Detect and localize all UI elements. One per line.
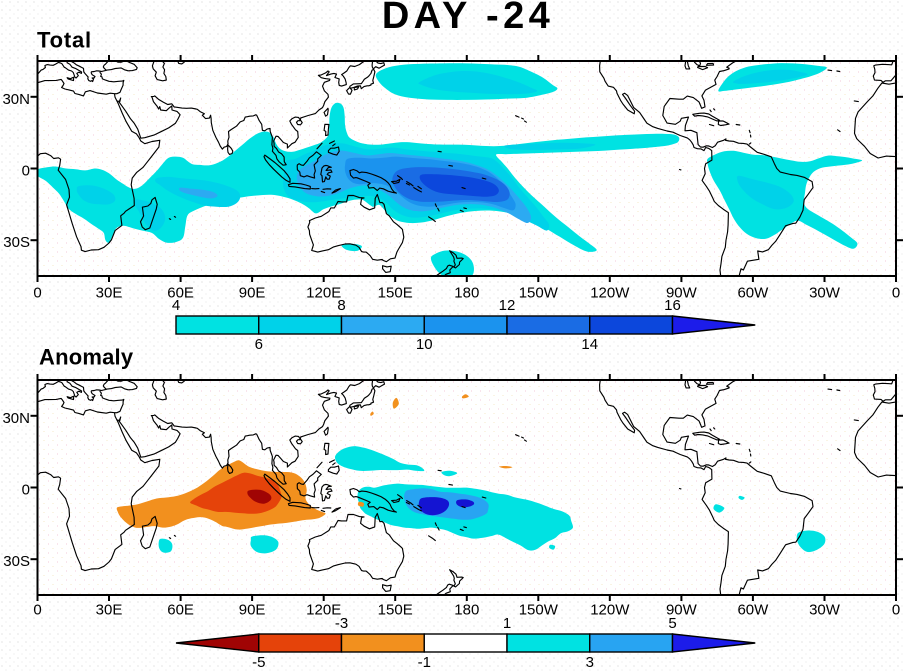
svg-text:0: 0 [33,285,41,302]
svg-text:30S: 30S [3,234,30,251]
svg-text:150E: 150E [378,602,413,619]
svg-text:12: 12 [499,297,516,314]
svg-text:5: 5 [668,615,676,632]
svg-text:150E: 150E [378,285,413,302]
svg-text:90W: 90W [666,285,698,302]
svg-text:120E: 120E [306,285,341,302]
svg-text:120W: 120W [590,285,630,302]
svg-text:60E: 60E [167,602,194,619]
svg-text:90E: 90E [239,285,266,302]
svg-text:Total: Total [37,28,92,53]
svg-text:16: 16 [664,297,681,314]
svg-text:0: 0 [892,602,900,619]
svg-text:0: 0 [22,163,30,180]
svg-text:90W: 90W [666,602,698,619]
svg-text:0: 0 [892,285,900,302]
svg-text:30E: 30E [96,602,123,619]
svg-text:120E: 120E [306,602,341,619]
svg-text:180: 180 [454,602,479,619]
svg-text:0: 0 [22,482,30,499]
svg-text:90E: 90E [239,602,266,619]
svg-text:3: 3 [586,654,594,671]
svg-text:Anomaly: Anomaly [39,345,134,370]
svg-text:60E: 60E [167,285,194,302]
svg-text:30W: 30W [809,602,841,619]
svg-text:30S: 30S [3,553,30,570]
svg-text:150W: 150W [519,602,559,619]
svg-text:60W: 60W [737,285,769,302]
svg-text:14: 14 [581,336,598,353]
svg-text:30W: 30W [809,285,841,302]
svg-text:6: 6 [255,336,263,353]
svg-text:8: 8 [337,297,345,314]
svg-text:-3: -3 [335,615,348,632]
svg-text:4: 4 [172,297,180,314]
svg-text:10: 10 [416,336,433,353]
svg-text:30N: 30N [2,91,30,108]
svg-text:150W: 150W [519,285,559,302]
svg-text:-1: -1 [418,654,431,671]
svg-text:60W: 60W [737,602,769,619]
svg-text:-5: -5 [252,654,265,671]
svg-text:30E: 30E [96,285,123,302]
svg-text:1: 1 [503,615,511,632]
svg-text:30N: 30N [2,410,30,427]
svg-text:0: 0 [33,602,41,619]
svg-text:DAY -24: DAY -24 [382,0,554,37]
svg-text:120W: 120W [590,602,630,619]
svg-text:180: 180 [454,285,479,302]
